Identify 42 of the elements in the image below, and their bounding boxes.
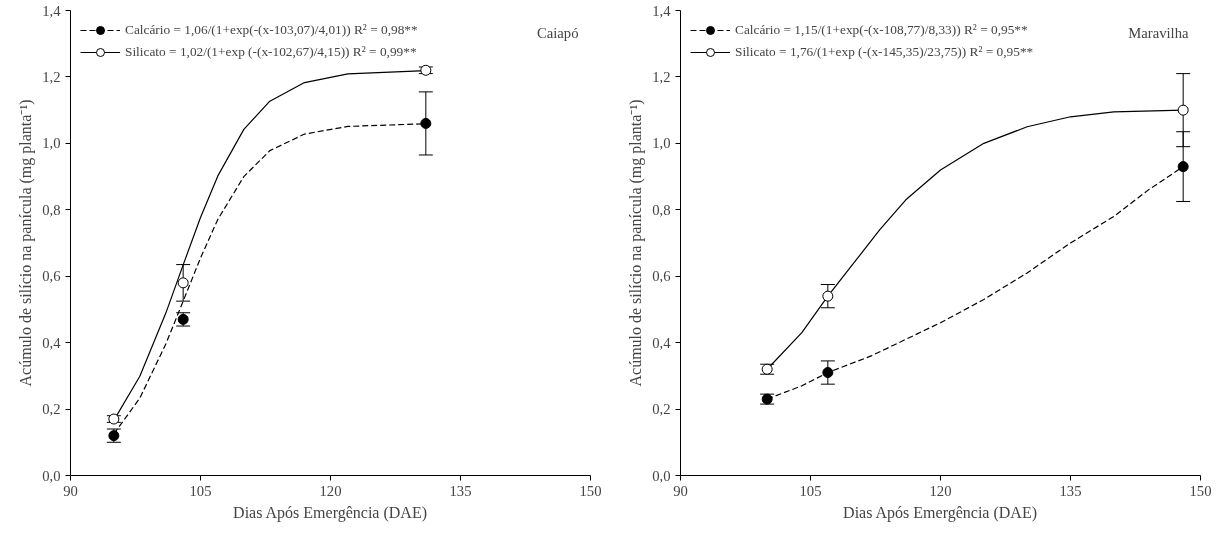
point: [822, 367, 834, 379]
y-axis-title: Acúmulo de silício na panícula (mg planta⁻¹): [627, 99, 646, 387]
y-tick-label: 0,4: [42, 334, 62, 351]
annotation: Maravilha: [1128, 24, 1189, 41]
y-tick-label: 1,0: [652, 135, 671, 152]
legend-label: Silicato = 1,76/(1+exp (-(x-145,35)/23,75)) R² = 0,95**: [735, 44, 1034, 60]
legend-label: Calcário = 1,15/(1+exp(-(x-108,77)/8,33)) R² = 0,95**: [735, 22, 1028, 38]
x-tick-label: 135: [1059, 482, 1082, 499]
x-axis-title: Dias Após Emergência (DAE): [843, 503, 1037, 522]
y-axis-title: Acúmulo de silício na panícula (mg planta⁻¹): [17, 99, 36, 387]
y-tick-label: 0,0: [42, 467, 61, 484]
y-tick-label: 0,0: [652, 467, 671, 484]
y-tick-label: 1,4: [652, 2, 672, 19]
annotation: Caiapó: [536, 24, 579, 41]
x-tick-label: 120: [929, 482, 952, 499]
y-tick-label: 0,8: [42, 201, 61, 218]
point: [177, 277, 189, 289]
point: [420, 117, 432, 129]
point: [1177, 104, 1189, 116]
y-tick-label: 1,4: [42, 2, 62, 19]
y-tick-label: 0,8: [652, 201, 671, 218]
x-axis-title: Dias Após Emergência (DAE): [233, 503, 427, 522]
y-tick-label: 1,0: [42, 135, 61, 152]
point: [822, 290, 834, 302]
point: [1177, 161, 1189, 173]
y-tick-label: 0,2: [42, 401, 61, 418]
legend-label: Calcário = 1,06/(1+exp(-(x-103,07)/4,01)) R² = 0,98**: [125, 22, 418, 38]
legend-label: Silicato = 1,02/(1+exp (-(x-102,67)/4,15)) R² = 0,99**: [125, 44, 417, 60]
x-tick-label: 135: [449, 482, 472, 499]
x-tick-label: 105: [189, 482, 212, 499]
y-tick-label: 0,2: [652, 401, 671, 418]
x-tick-label: 150: [1189, 482, 1212, 499]
y-tick-label: 0,6: [652, 268, 671, 285]
y-tick-label: 0,4: [652, 334, 672, 351]
x-tick-label: 105: [799, 482, 822, 499]
x-tick-label: 90: [673, 482, 688, 499]
x-tick-label: 150: [579, 482, 602, 499]
y-tick-label: 0,6: [42, 268, 61, 285]
y-tick-label: 1,2: [652, 68, 671, 85]
x-tick-label: 120: [319, 482, 342, 499]
x-tick-label: 90: [63, 482, 78, 499]
y-tick-label: 1,2: [42, 68, 61, 85]
